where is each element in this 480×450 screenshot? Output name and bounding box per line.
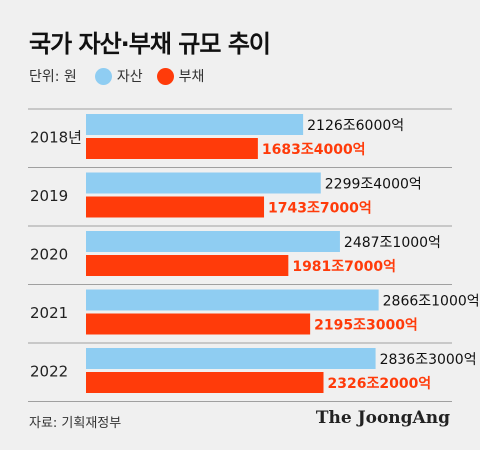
debt-bar bbox=[86, 313, 311, 335]
asset-bar bbox=[86, 289, 379, 311]
debt-bar bbox=[86, 372, 324, 393]
legend-item-debt: 부채 bbox=[156, 66, 205, 86]
legend-item-asset: 자산 bbox=[94, 66, 143, 86]
category-label: 2022 bbox=[30, 363, 68, 381]
category-label: 2019 bbox=[30, 187, 68, 205]
legend-label-debt: 부채 bbox=[178, 69, 205, 85]
asset-value-label: 2487조1000억 bbox=[344, 235, 441, 251]
debt-bar bbox=[86, 138, 258, 159]
debt-value-label: 1981조7000억 bbox=[292, 259, 396, 275]
legend-label-asset: 자산 bbox=[116, 69, 143, 85]
debt-bar bbox=[86, 196, 265, 218]
unit-label: 단위: 원 bbox=[29, 69, 77, 85]
source-note: 자료: 기획재정부 bbox=[29, 416, 122, 431]
category-label: 2018년 bbox=[30, 129, 82, 147]
asset-value-label: 2836조3000억 bbox=[380, 352, 477, 368]
brand-logo: The JoongAng bbox=[315, 408, 450, 428]
debt-bar bbox=[86, 255, 289, 276]
asset-swatch-icon bbox=[94, 67, 112, 85]
category-label: 2020 bbox=[30, 246, 68, 264]
debt-value-label: 1683조4000억 bbox=[262, 142, 366, 158]
asset-value-label: 2299조4000억 bbox=[325, 177, 422, 193]
debt-value-label: 1743조7000억 bbox=[268, 201, 372, 217]
legend: 단위: 원 자산 부채 bbox=[29, 66, 218, 86]
asset-bar bbox=[86, 231, 340, 252]
asset-value-label: 2126조6000억 bbox=[307, 118, 404, 134]
chart-title: 국가 자산·부채 규모 추이 bbox=[29, 30, 271, 58]
debt-value-label: 2195조3000억 bbox=[314, 318, 418, 334]
asset-bar bbox=[86, 114, 304, 135]
category-label: 2021 bbox=[30, 304, 68, 322]
debt-swatch-icon bbox=[156, 67, 174, 85]
asset-bar bbox=[86, 348, 376, 369]
debt-value-label: 2326조2000억 bbox=[328, 376, 432, 392]
asset-bar bbox=[86, 172, 321, 194]
asset-value-label: 2866조1000억 bbox=[383, 294, 480, 310]
